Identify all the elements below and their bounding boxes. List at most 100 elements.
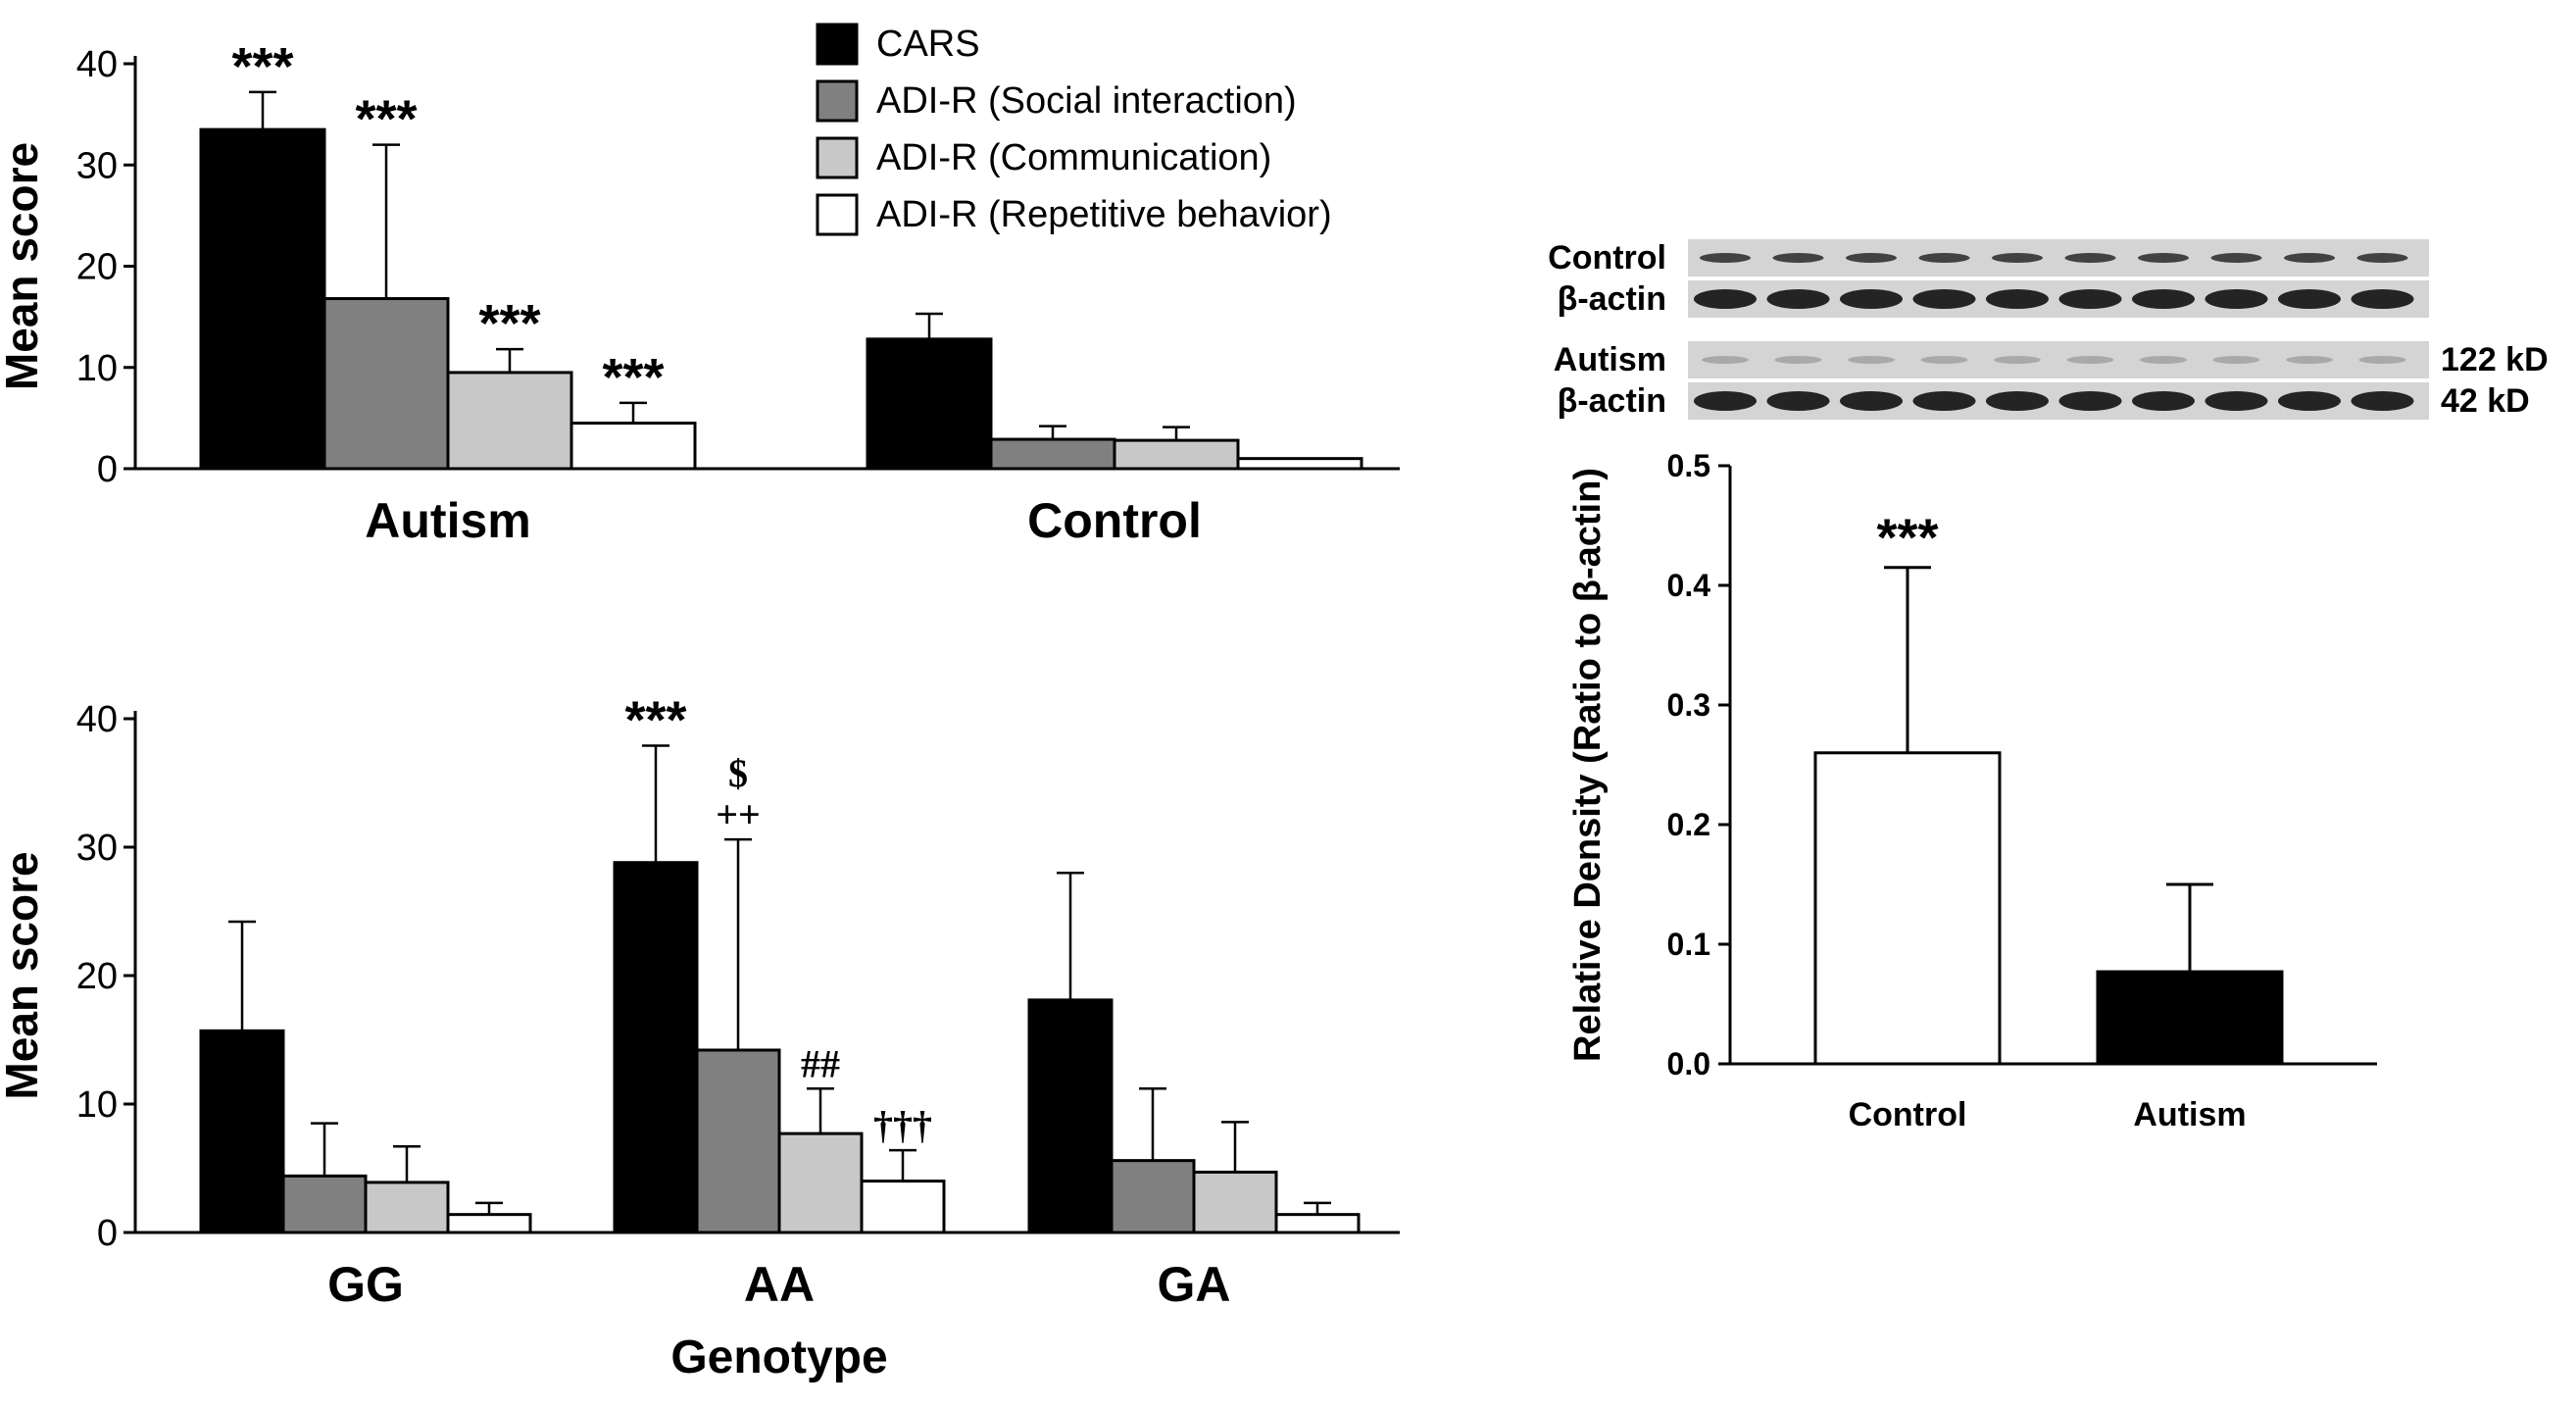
legend-swatch bbox=[816, 23, 859, 66]
x-axis-label: Genotype bbox=[670, 1332, 887, 1383]
blot-band bbox=[2132, 289, 2195, 309]
y-tick-label: 20 bbox=[76, 956, 118, 997]
y-tick-label: 0.3 bbox=[1667, 687, 1710, 723]
bar bbox=[613, 861, 699, 1234]
bar bbox=[695, 1048, 781, 1234]
bar bbox=[1192, 1170, 1278, 1234]
blot-band bbox=[2058, 289, 2122, 309]
significance-label: *** bbox=[602, 348, 664, 407]
blot-band bbox=[1986, 289, 2049, 309]
y-tick-label: 0.4 bbox=[1667, 568, 1711, 603]
y-tick-label: 40 bbox=[76, 699, 118, 740]
blot-band bbox=[2278, 391, 2341, 411]
blot-band bbox=[2058, 391, 2122, 411]
blot-band bbox=[2210, 253, 2262, 263]
blot-row-label: Autism bbox=[1554, 341, 1666, 378]
chart-a-symptom-scores: 0 10 20 30 40 Mean score *** *** *** *** Autism Con… bbox=[0, 23, 1400, 548]
category-label: Autism bbox=[365, 493, 530, 548]
bar bbox=[446, 371, 573, 471]
bar bbox=[777, 1131, 864, 1234]
bar bbox=[1813, 751, 2002, 1066]
y-axis-label: Relative Density (Ratio to β-actin) bbox=[1567, 468, 1609, 1062]
y-tick-label: 10 bbox=[76, 348, 118, 389]
blot-band bbox=[1848, 356, 1895, 364]
significance-label: $ bbox=[728, 751, 748, 795]
blot-row-label: Control bbox=[1548, 239, 1666, 277]
category-label: Control bbox=[1027, 493, 1202, 548]
blot-band bbox=[1694, 289, 1757, 309]
blot-row-label: β-actin bbox=[1558, 382, 1666, 420]
chart-b-genotype-scores: 0 10 20 30 40 Mean score GG *** ++$ ## ††† AA GA Geno… bbox=[0, 691, 1400, 1383]
blot-band bbox=[1700, 253, 1751, 263]
category-label: GA bbox=[1158, 1257, 1231, 1312]
legend-swatch bbox=[816, 79, 859, 123]
blot-band bbox=[1992, 253, 2043, 263]
significance-label: *** bbox=[231, 37, 293, 96]
y-tick-label: 0.0 bbox=[1667, 1046, 1710, 1081]
bar bbox=[446, 1213, 532, 1234]
bar bbox=[570, 422, 697, 471]
bar bbox=[281, 1174, 368, 1234]
blot-band bbox=[2132, 391, 2195, 411]
blot-band bbox=[2356, 253, 2408, 263]
blot-band bbox=[1702, 356, 1749, 364]
bar bbox=[364, 1181, 450, 1234]
y-tick-label: 10 bbox=[76, 1084, 118, 1126]
blot-band bbox=[1918, 253, 1970, 263]
legend-label: CARS bbox=[876, 24, 980, 65]
blot-band bbox=[2278, 289, 2341, 309]
blot-band bbox=[2204, 391, 2268, 411]
bar bbox=[199, 1029, 285, 1234]
y-tick-label: 30 bbox=[76, 145, 118, 186]
y-tick-label: 20 bbox=[76, 247, 118, 288]
blot-band bbox=[1772, 253, 1824, 263]
blot-band bbox=[1846, 253, 1897, 263]
bar bbox=[2096, 970, 2284, 1066]
blot-band bbox=[1912, 391, 1976, 411]
blot-band bbox=[2284, 253, 2335, 263]
blot-band bbox=[2138, 253, 2189, 263]
blot-band bbox=[1994, 356, 2041, 364]
blot-row-label: β-actin bbox=[1558, 280, 1666, 318]
legend-label: ADI-R (Social interaction) bbox=[876, 80, 1297, 122]
significance-label: *** bbox=[624, 691, 686, 750]
y-tick-label: 0 bbox=[97, 449, 118, 490]
blot-band bbox=[1986, 391, 2049, 411]
legend-swatch bbox=[816, 193, 859, 236]
significance-label: ††† bbox=[873, 1103, 932, 1147]
category-label: Control bbox=[1849, 1096, 1967, 1133]
legend-swatch bbox=[816, 136, 859, 179]
blot-strip bbox=[1688, 341, 2429, 378]
bar bbox=[1113, 438, 1240, 471]
blot-band bbox=[2066, 356, 2114, 364]
blot-band bbox=[1920, 356, 1968, 364]
y-tick-label: 40 bbox=[76, 44, 118, 85]
blot-band bbox=[1774, 356, 1822, 364]
bar bbox=[866, 337, 993, 471]
chart-c-relative-density: 0.0 0.1 0.2 0.3 0.4 0.5 Relative Density (Rati… bbox=[1567, 448, 2377, 1133]
blot-band bbox=[2351, 289, 2414, 309]
category-label: AA bbox=[744, 1257, 815, 1312]
blot-band bbox=[2358, 356, 2406, 364]
bar bbox=[322, 297, 450, 471]
bar bbox=[860, 1180, 946, 1234]
y-tick-label: 0.2 bbox=[1667, 807, 1710, 842]
y-tick-label: 0.1 bbox=[1667, 927, 1710, 962]
blot-band bbox=[1766, 391, 1830, 411]
y-tick-label: 0 bbox=[97, 1213, 118, 1254]
blot-band bbox=[2064, 253, 2116, 263]
significance-label: *** bbox=[1876, 509, 1938, 568]
bar bbox=[1236, 457, 1363, 471]
significance-label: *** bbox=[355, 90, 417, 149]
y-axis-label: Mean score bbox=[0, 142, 47, 390]
bar bbox=[989, 437, 1116, 471]
blot-kd-label: 122 kD bbox=[2441, 341, 2549, 378]
y-tick-label: 0.5 bbox=[1667, 448, 1710, 483]
blot-band bbox=[2204, 289, 2268, 309]
blot-band bbox=[1912, 289, 1976, 309]
blot-band bbox=[2286, 356, 2333, 364]
legend-label: ADI-R (Repetitive behavior) bbox=[876, 194, 1332, 235]
category-label: GG bbox=[327, 1257, 404, 1312]
